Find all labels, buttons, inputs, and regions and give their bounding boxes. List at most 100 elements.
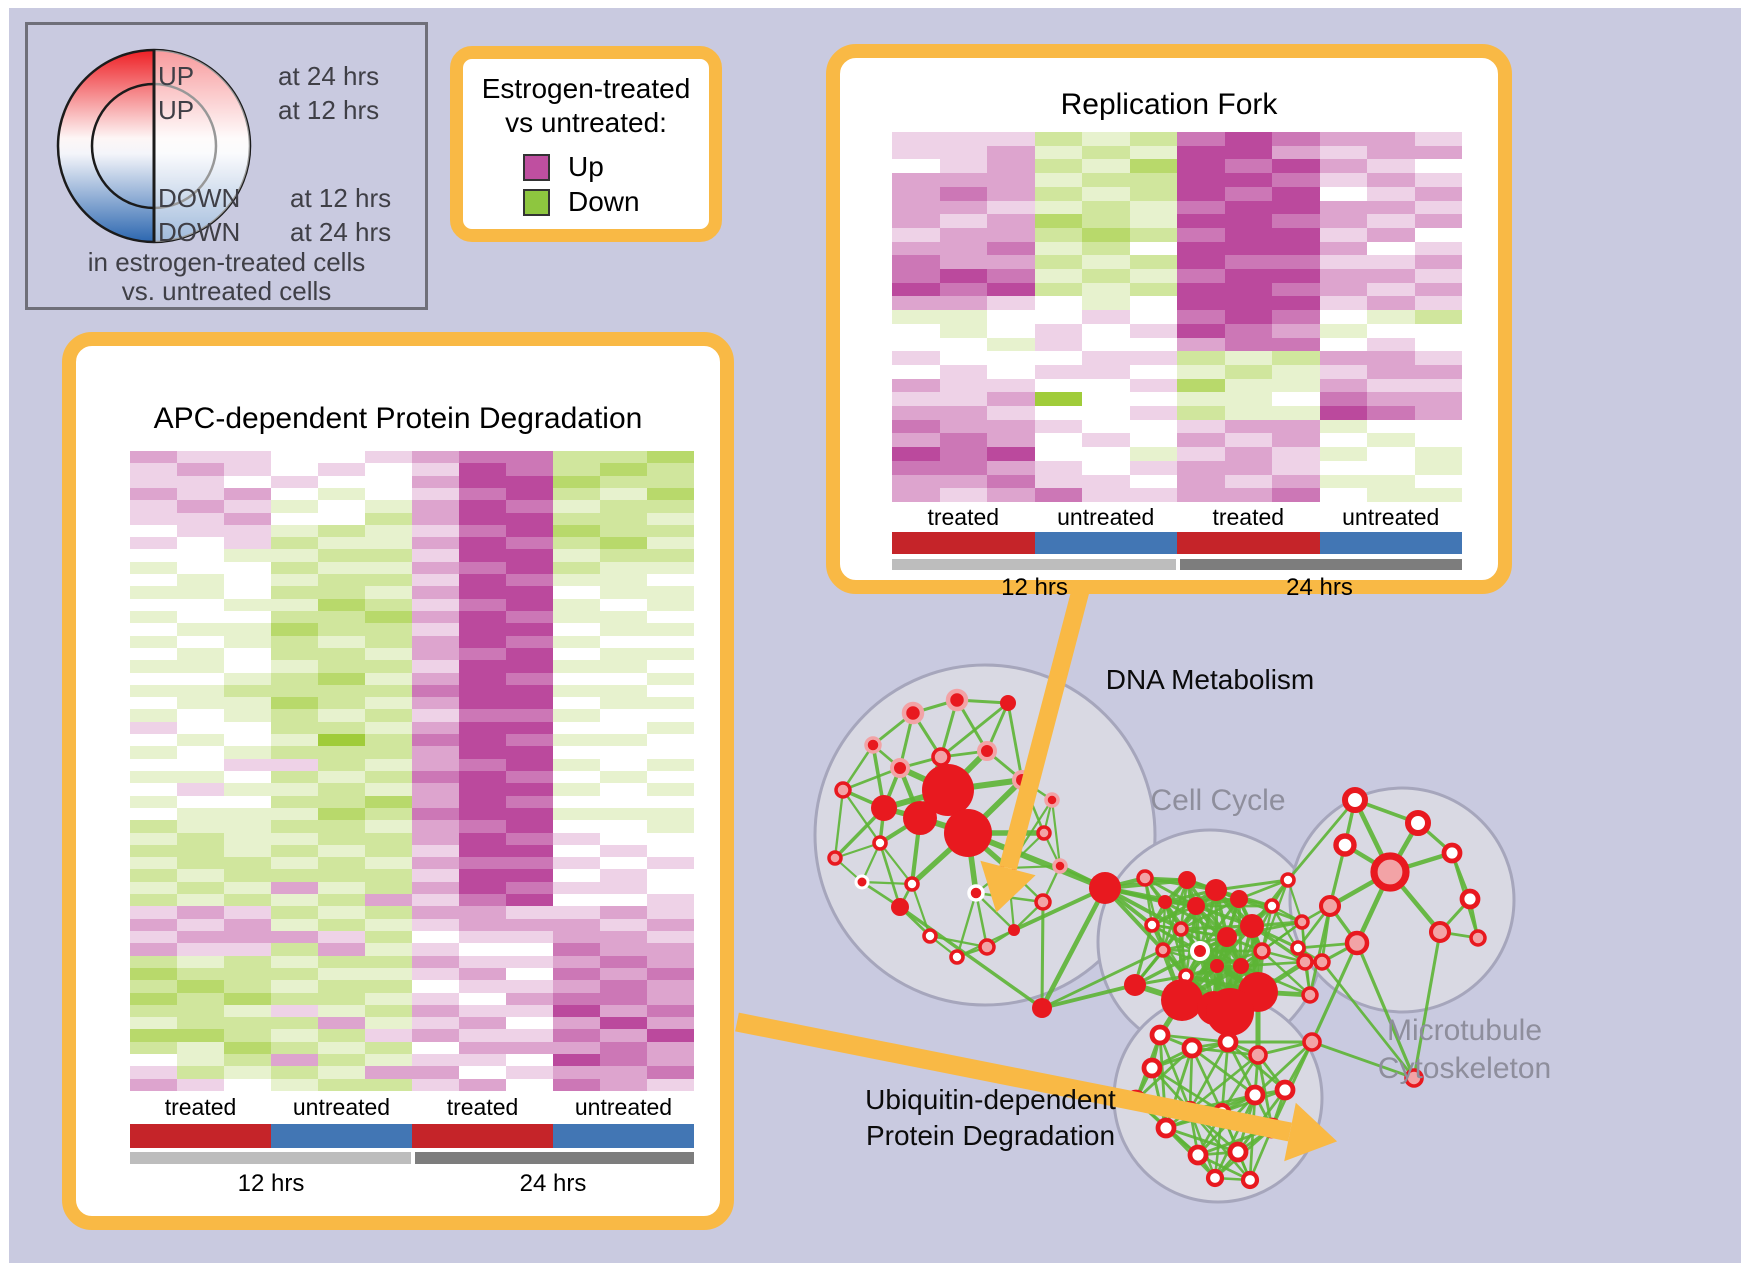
- heatmap-cell: [177, 820, 224, 833]
- heatmap-cell: [553, 807, 600, 821]
- heatmap-cell: [318, 549, 365, 562]
- gene-node-solid: [1178, 871, 1196, 889]
- heatmap-cell: [412, 980, 459, 993]
- heatmap-cell: [130, 475, 177, 488]
- cluster-label-text: Cytoskeleton: [1377, 1052, 1552, 1085]
- time-bar-12h: [130, 1152, 411, 1164]
- heatmap-cell: [506, 561, 553, 575]
- heatmap-cell: [365, 746, 412, 759]
- heatmap-cell: [1414, 200, 1462, 215]
- ring-legend-graphic: [56, 48, 252, 244]
- heatmap-cell: [1272, 364, 1320, 379]
- heatmap-cell: [1414, 145, 1462, 160]
- heatmap-cell: [459, 537, 506, 550]
- heatmap-cell: [412, 586, 459, 599]
- heatmap-cell: [318, 832, 365, 845]
- heatmap-cell: [365, 734, 412, 747]
- heatmap-cell: [1272, 269, 1320, 283]
- heatmap-cell: [506, 992, 553, 1005]
- heatmap-cell: [553, 598, 600, 611]
- heatmap-cell: [647, 451, 694, 464]
- gene-node-rp: [1313, 953, 1331, 971]
- heatmap-cell: [130, 1029, 177, 1042]
- heatmap-cell: [1129, 145, 1177, 160]
- heatmap-cell: [412, 881, 459, 895]
- heatmap-cell: [1224, 378, 1272, 393]
- heatmap-cell: [224, 475, 271, 488]
- heatmap-cell: [1272, 132, 1320, 146]
- heatmap-cell: [1414, 186, 1462, 201]
- heatmap-cell: [365, 820, 412, 833]
- heatmap-cell: [271, 1066, 318, 1079]
- group-label-treated-12: treated: [927, 504, 1000, 530]
- heatmap-cell: [506, 758, 553, 771]
- heatmap-cell: [130, 931, 177, 944]
- heatmap-cell: [1224, 351, 1272, 365]
- heatmap-cell: [412, 746, 459, 759]
- heatmap-cell: [412, 1029, 459, 1042]
- gene-node-halo: [901, 701, 925, 725]
- heatmap-cell: [224, 537, 271, 550]
- heatmap-cell: [506, 734, 553, 747]
- heatmap-cell: [600, 881, 647, 895]
- heatmap-cell: [130, 660, 177, 673]
- heatmap-cell: [553, 758, 600, 771]
- heatmap-cell: [459, 487, 506, 501]
- heatmap-cell: [1034, 200, 1082, 215]
- heatmap-cell: [271, 598, 318, 611]
- cluster-label-text: Cell Cycle: [1150, 784, 1286, 817]
- heatmap-cell: [1082, 460, 1130, 475]
- heatmap-cell: [1082, 310, 1130, 324]
- heatmap-cell: [271, 672, 318, 685]
- heatmap-cell: [600, 746, 647, 759]
- heatmap-cell: [1319, 460, 1367, 475]
- heatmap-cell: [365, 672, 412, 685]
- gene-node-rw: [1227, 1141, 1249, 1163]
- gene-node-rw: [1333, 833, 1357, 857]
- heatmap-cell: [318, 820, 365, 833]
- heatmap-cell: [271, 611, 318, 624]
- network-edge: [1190, 1046, 1257, 1097]
- heatmap-cell: [1414, 433, 1462, 448]
- heatmap-cell: [1129, 214, 1177, 228]
- gene-node-rw: [904, 876, 920, 892]
- heatmap-cell: [412, 463, 459, 476]
- heatmap-cell: [892, 447, 940, 461]
- heatmap-cell: [647, 475, 694, 488]
- heatmap-cell: [1367, 214, 1415, 228]
- heatmap-cell: [1272, 392, 1320, 407]
- heatmap-cell: [365, 795, 412, 808]
- heatmap-cell: [1082, 186, 1130, 201]
- heatmap-cell: [600, 1041, 647, 1055]
- network-edge: [1226, 1040, 1287, 1092]
- heatmap-cell: [224, 1041, 271, 1055]
- heatmap-cell: [553, 1029, 600, 1042]
- heatmap-cell: [365, 463, 412, 476]
- heatmap-cell: [177, 1066, 224, 1079]
- heatmap-cell: [365, 758, 412, 771]
- heatmap-cell: [647, 857, 694, 870]
- heatmap-cell: [1272, 310, 1320, 324]
- heatmap-cell: [459, 598, 506, 611]
- heatmap-cell: [1177, 227, 1225, 242]
- treated-bar: [1177, 532, 1320, 554]
- heatmap-cell: [600, 1066, 647, 1079]
- gene-node-rw: [1181, 1037, 1203, 1059]
- heatmap-cell: [506, 586, 553, 599]
- heatmap-cell: [1414, 159, 1462, 174]
- heatmap-cell: [224, 660, 271, 673]
- heatmap-cell: [1319, 241, 1367, 256]
- heatmap-cell: [224, 783, 271, 796]
- network-edge: [1188, 1053, 1260, 1112]
- heatmap-cell: [224, 918, 271, 931]
- heatmap-cell: [553, 857, 600, 870]
- heatmap-cell: [1414, 378, 1462, 393]
- network-edge: [1310, 941, 1359, 1044]
- heatmap-cell: [365, 832, 412, 845]
- heatmap-cell: [647, 771, 694, 784]
- heatmap-cell: [271, 844, 318, 858]
- heatmap-cell: [553, 1054, 600, 1067]
- heatmap-cell: [412, 697, 459, 710]
- heatmap-cell: [459, 721, 506, 735]
- heatmap-cell: [892, 145, 940, 160]
